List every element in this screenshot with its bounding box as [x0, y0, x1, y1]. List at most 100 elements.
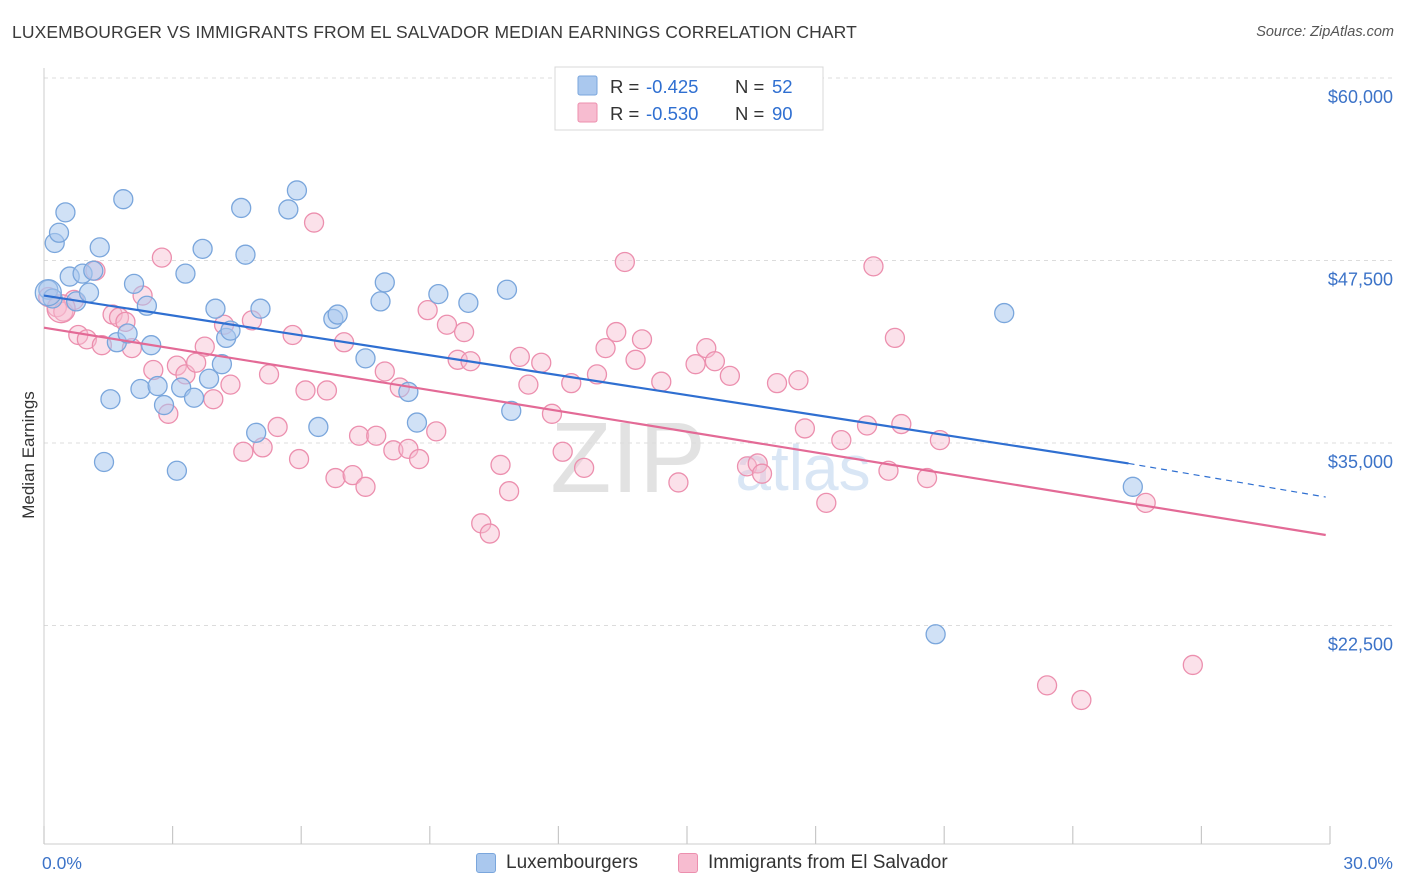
el-salvador-point [816, 492, 837, 514]
y-axis-label: Median Earnings [19, 391, 38, 519]
legend-r-label-2: R = [610, 103, 639, 124]
legend-swatch-blue [476, 853, 496, 873]
legend-n-label-1: N = [735, 76, 764, 97]
luxembourger-point [231, 197, 252, 219]
x-tick-label-min: 0.0% [42, 853, 82, 873]
el-salvador-point [751, 463, 773, 484]
el-salvador-point [203, 389, 224, 410]
el-salvador-point [788, 370, 809, 391]
legend-label-luxembourgers: Luxembourgers [506, 852, 639, 873]
el-salvador-point [531, 352, 552, 373]
luxembourger-point [374, 272, 395, 293]
el-salvador-point [220, 374, 241, 395]
luxembourger-point [192, 238, 213, 259]
luxembourger-point [458, 292, 479, 314]
el-salvador-point [366, 425, 387, 446]
luxembourger-point [78, 282, 100, 303]
el-salvador-point [586, 364, 608, 385]
luxembourger-point [278, 199, 299, 220]
stats-legend: R = -0.425 N = 52 R = -0.530 N = 90 [554, 66, 824, 131]
y-tick-label: $47,500 [1328, 270, 1393, 290]
el-salvador-point [614, 251, 635, 273]
luxembourger-point [147, 375, 168, 397]
el-salvador-point [233, 441, 254, 462]
luxembourger-point [198, 368, 220, 389]
el-salvador-point [166, 355, 188, 376]
el-salvador-point [490, 454, 511, 476]
el-salvador-point [595, 337, 616, 359]
watermark-zip: ZIP [550, 402, 706, 514]
el-salvador-point [295, 380, 316, 401]
el-salvador-point [606, 321, 627, 343]
luxembourger-point [925, 624, 946, 645]
el-salvador-point [151, 247, 173, 268]
el-salvador-point [794, 418, 816, 439]
el-salvador-point [194, 336, 215, 357]
axes [43, 68, 1331, 845]
y-tick-labels: $60,000 $47,500 $35,000 $22,500 [1328, 87, 1393, 655]
el-salvador-point [509, 346, 530, 368]
luxembourger-point [83, 260, 104, 281]
legend-r-value-2: -0.530 [646, 103, 698, 124]
el-salvador-point [374, 361, 395, 382]
el-salvador-point [704, 351, 726, 372]
el-salvador-point [1071, 689, 1092, 711]
legend-item-luxembourgers[interactable]: Luxembourgers [476, 852, 638, 874]
el-salvador-point [573, 457, 595, 478]
luxembourger-point [48, 222, 70, 243]
el-salvador-point [417, 300, 438, 321]
legend-swatch-el-salvador [577, 102, 598, 123]
luxembourgers-trend-line [43, 294, 1129, 465]
legend-n-label-2: N = [735, 103, 764, 124]
legend-label-el-salvador: Immigrants from El Salvador [708, 852, 948, 873]
luxembourger-point [286, 180, 308, 201]
luxembourger-point [55, 202, 76, 223]
el-salvador-point [408, 448, 430, 470]
luxembourger-point [428, 283, 449, 305]
luxembourger-point [89, 237, 110, 258]
luxembourger-point [175, 263, 196, 284]
el-salvador-point [518, 374, 539, 395]
luxembourger-point [246, 422, 267, 443]
luxembourger-point-large [34, 278, 62, 307]
el-salvador-point [668, 472, 689, 493]
legend-n-value-1: 52 [772, 76, 793, 97]
legend-r-label-1: R = [610, 76, 639, 97]
el-salvador-point [631, 329, 653, 350]
el-salvador-point [719, 365, 741, 387]
x-tick-label-max: 30.0% [1343, 853, 1393, 873]
el-salvador-point [856, 415, 878, 436]
luxembourger-point [327, 304, 348, 325]
luxembourger-point [235, 244, 256, 265]
legend-item-el-salvador[interactable]: Immigrants from El Salvador [678, 852, 948, 874]
y-tick-label: $60,000 [1328, 87, 1393, 107]
el-salvador-point [348, 425, 370, 446]
el-salvador-point [863, 256, 884, 277]
el-salvador-point [1036, 675, 1058, 696]
luxembourger-point [370, 291, 391, 312]
el-salvador-point [685, 354, 706, 375]
luxembourger-point [211, 354, 233, 375]
luxembourger-point [355, 348, 376, 369]
luxembourger-point [183, 387, 205, 408]
legend-r-value-1: -0.425 [646, 76, 698, 97]
el-salvador-point [316, 380, 338, 401]
el-salvador-point [884, 327, 906, 349]
el-salvador-point [325, 467, 346, 489]
el-salvador-point [383, 440, 404, 461]
luxembourger-point [406, 412, 428, 433]
el-salvador-point [651, 371, 672, 392]
luxembourger-point [93, 451, 115, 473]
el-salvador-point [891, 413, 912, 435]
luxembourger-point [117, 323, 138, 344]
el-salvador-point [1182, 654, 1203, 676]
luxembourger-point [1122, 476, 1143, 497]
el-salvador-point [1135, 492, 1156, 514]
luxembourgers-trend-extension [1128, 462, 1326, 498]
el-salvador-point [453, 321, 475, 343]
trend-lines [43, 294, 1326, 537]
el-salvador-point [398, 438, 419, 460]
legend-n-value-2: 90 [772, 103, 793, 124]
luxembourgers-points [34, 180, 1143, 645]
el-salvador-point [625, 349, 646, 370]
